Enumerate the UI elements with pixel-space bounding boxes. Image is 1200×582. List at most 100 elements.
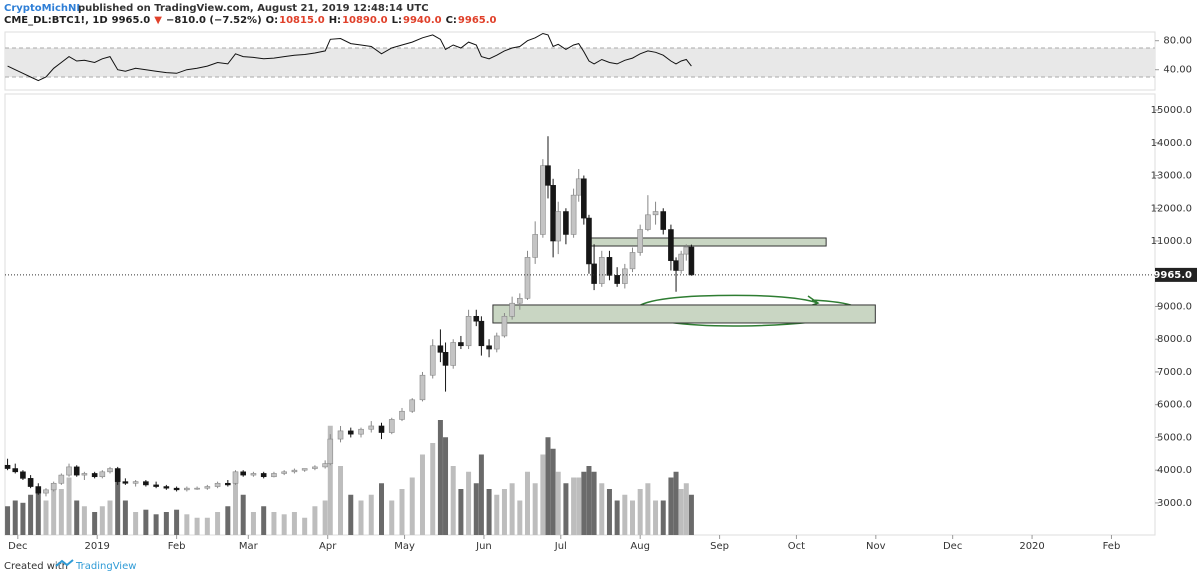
legend-h-label: H: bbox=[329, 15, 341, 26]
volume-bar bbox=[622, 494, 628, 535]
volume-bar bbox=[678, 489, 684, 535]
volume-bar bbox=[261, 506, 267, 535]
y-tick-label: 12000.0 bbox=[1151, 203, 1192, 214]
volume-bar bbox=[327, 425, 333, 535]
y-tick-label: 4000.0 bbox=[1157, 465, 1192, 476]
volume-bar bbox=[174, 509, 180, 535]
volume-bar bbox=[338, 466, 344, 535]
legend-h: 10890.0 bbox=[342, 15, 388, 26]
volume-bar bbox=[494, 494, 500, 535]
volume-bar bbox=[51, 483, 57, 535]
volume-bar bbox=[107, 500, 113, 535]
published: published on TradingView.com, August 21,… bbox=[78, 3, 429, 14]
volume-bar bbox=[368, 494, 374, 535]
candle-body bbox=[66, 466, 72, 476]
volume-bar bbox=[389, 500, 395, 535]
candle-body bbox=[143, 481, 149, 486]
candle-body bbox=[132, 481, 139, 484]
candle-body bbox=[683, 246, 690, 255]
candle-body bbox=[114, 468, 121, 482]
candle-body bbox=[250, 473, 257, 476]
candle-body bbox=[260, 473, 267, 478]
candle-body bbox=[501, 316, 508, 337]
volume-bar bbox=[81, 506, 87, 535]
candle-body bbox=[214, 482, 221, 487]
candle-body bbox=[450, 342, 457, 366]
candle-body bbox=[240, 471, 246, 476]
candle-body bbox=[58, 474, 65, 484]
candle-body bbox=[43, 489, 49, 494]
volume-bar bbox=[143, 509, 149, 535]
candle-body bbox=[107, 468, 113, 473]
volume-bar bbox=[240, 494, 246, 535]
zone bbox=[589, 237, 827, 247]
x-tick-label: Jun bbox=[475, 541, 492, 552]
volume-bar bbox=[358, 500, 364, 535]
candle-body bbox=[637, 229, 643, 253]
x-tick-label: Dec bbox=[8, 541, 27, 552]
candle-body bbox=[581, 178, 587, 219]
candle-body bbox=[337, 430, 344, 440]
volume-bar bbox=[524, 471, 530, 535]
footer-brand[interactable]: TradingView bbox=[75, 561, 136, 572]
candle-body bbox=[532, 234, 538, 258]
volume-bar bbox=[545, 437, 551, 535]
volume-bar bbox=[204, 517, 210, 535]
last-price-label: 9965.0 bbox=[1153, 270, 1192, 281]
candle-body bbox=[281, 471, 287, 474]
candle-body bbox=[660, 211, 667, 230]
rsi-line bbox=[7, 32, 692, 82]
candle-body bbox=[35, 486, 42, 494]
volume-bar bbox=[473, 483, 479, 535]
candle-body bbox=[437, 345, 444, 353]
volume-bar bbox=[550, 448, 556, 535]
volume-bar bbox=[606, 489, 612, 535]
volume-bar bbox=[443, 437, 449, 535]
x-tick-label: Oct bbox=[788, 541, 805, 552]
symbol-legend: CME_DL:BTC1!, 1D 9965.0 ▼ −810.0 (−7.52%) O:… bbox=[4, 15, 497, 26]
footer-created: Created with bbox=[4, 561, 68, 572]
volume-bar bbox=[637, 489, 643, 535]
y-tick-label: 9000.0 bbox=[1157, 301, 1192, 312]
last-price-box bbox=[1155, 267, 1197, 282]
x-tick-label: Mar bbox=[239, 541, 259, 552]
legend-o-label: O: bbox=[266, 15, 279, 26]
candle-body bbox=[645, 214, 651, 230]
author[interactable]: CryptoMichNL bbox=[4, 3, 83, 14]
candle-body bbox=[27, 478, 34, 487]
candle-body bbox=[194, 487, 200, 490]
rsi-tick-label: 40.00 bbox=[1163, 65, 1192, 76]
zone bbox=[492, 304, 876, 324]
candle-body bbox=[465, 316, 472, 347]
candle-body bbox=[122, 481, 129, 484]
candle-body bbox=[591, 263, 597, 284]
volume-bar bbox=[509, 483, 515, 535]
candle-body bbox=[81, 473, 88, 476]
y-tick-label: 8000.0 bbox=[1157, 334, 1192, 345]
candle-body bbox=[524, 257, 531, 299]
x-tick-label: Dec bbox=[943, 541, 962, 552]
candle-body bbox=[458, 342, 464, 347]
volume-bar bbox=[478, 454, 484, 535]
volume-bar bbox=[586, 466, 592, 535]
x-tick-label: Jul bbox=[554, 541, 567, 552]
volume-bar bbox=[12, 500, 18, 535]
candle-body bbox=[429, 345, 436, 376]
rsi-tick-label: 80.00 bbox=[1163, 36, 1192, 47]
volume-bar bbox=[271, 512, 277, 535]
volume-bar bbox=[66, 477, 72, 535]
volume-bar bbox=[5, 506, 11, 535]
x-tick-label: Feb bbox=[168, 541, 186, 552]
volume-bar bbox=[437, 420, 443, 535]
volume-bar bbox=[348, 494, 354, 535]
volume-bar bbox=[312, 506, 318, 535]
volume-bar bbox=[630, 500, 636, 535]
candle-body bbox=[91, 473, 98, 478]
candle-body bbox=[606, 257, 613, 276]
rsi-band bbox=[5, 47, 1155, 77]
volume-bar bbox=[291, 512, 297, 535]
candle-body bbox=[688, 246, 695, 276]
volume-bar bbox=[581, 471, 587, 535]
volume-bar bbox=[215, 512, 221, 535]
